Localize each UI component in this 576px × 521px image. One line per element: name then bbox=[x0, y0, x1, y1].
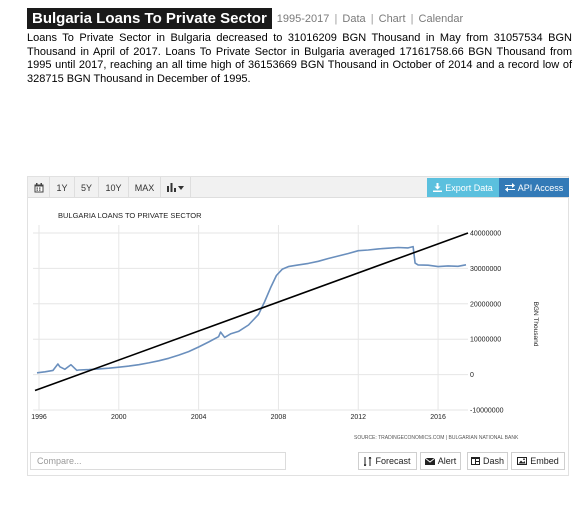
y-tick-label: 40000000 bbox=[470, 231, 501, 238]
date-range: 1995-2017 bbox=[276, 12, 330, 25]
nav-link-data[interactable]: Data bbox=[342, 12, 366, 25]
x-tick-label: 2004 bbox=[191, 414, 207, 421]
y-tick-label: 30000000 bbox=[470, 266, 501, 273]
export-data-button[interactable]: Export Data bbox=[427, 178, 499, 197]
nav-separator: | bbox=[334, 12, 338, 25]
y-tick-label: 20000000 bbox=[470, 301, 501, 308]
nav-separator: | bbox=[370, 12, 374, 25]
forecast-icon bbox=[364, 456, 372, 466]
api-access-button[interactable]: API Access bbox=[499, 178, 569, 197]
dashboard-icon bbox=[470, 457, 480, 465]
forecast-label: Forecast bbox=[375, 456, 411, 466]
trend-line bbox=[34, 232, 469, 392]
range-max-button[interactable]: MAX bbox=[129, 177, 161, 198]
nav-link-chart[interactable]: Chart bbox=[378, 12, 406, 25]
x-tick-label: 1996 bbox=[31, 414, 47, 421]
exchange-icon bbox=[504, 183, 515, 192]
embed-button[interactable]: Embed bbox=[511, 452, 565, 470]
calendar-button[interactable] bbox=[28, 177, 50, 198]
envelope-icon bbox=[424, 457, 435, 465]
x-tick-label: 2008 bbox=[271, 414, 287, 421]
calendar-icon bbox=[34, 182, 44, 193]
sub-navigation: 1995-2017 | Data | Chart | Calendar bbox=[277, 13, 463, 25]
y-axis-ticks: 40000000 30000000 20000000 10000000 0 -100000… bbox=[470, 231, 504, 415]
description-text: Loans To Private Sector in Bulgaria decr… bbox=[27, 32, 572, 85]
source-note: SOURCE: TRADINGECONOMICS.COM | BULGARIAN… bbox=[354, 435, 519, 441]
y-tick-label: -10000000 bbox=[470, 408, 504, 415]
embed-label: Embed bbox=[530, 456, 559, 466]
x-tick-label: 2012 bbox=[350, 414, 366, 421]
y-axis-label: BGN Thousand bbox=[532, 302, 539, 347]
download-icon bbox=[433, 183, 443, 192]
chart-toolbar: 1Y 5Y 10Y MAX Export Data API Access bbox=[28, 177, 569, 198]
chart-type-button[interactable] bbox=[161, 177, 191, 198]
range-1y-button[interactable]: 1Y bbox=[50, 177, 75, 198]
range-5y-button[interactable]: 5Y bbox=[75, 177, 99, 198]
alert-button[interactable]: Alert bbox=[420, 452, 461, 470]
alert-label: Alert bbox=[437, 456, 457, 466]
range-10y-button[interactable]: 10Y bbox=[99, 177, 129, 198]
chart-title: BULGARIA LOANS TO PRIVATE SECTOR bbox=[58, 211, 202, 220]
export-data-label: Export Data bbox=[445, 182, 493, 193]
image-icon bbox=[517, 457, 528, 465]
dash-button[interactable]: Dash bbox=[467, 452, 508, 470]
y-tick-label: 0 bbox=[470, 372, 474, 379]
chart-canvas: BULGARIA LOANS TO PRIVATE SECTOR 4000000… bbox=[31, 211, 539, 441]
chart-panel: 1Y 5Y 10Y MAX Export Data API Access BUL… bbox=[27, 176, 569, 476]
y-tick-label: 10000000 bbox=[470, 337, 501, 344]
caret-down-icon bbox=[178, 185, 184, 190]
x-tick-label: 2000 bbox=[111, 414, 127, 421]
forecast-button[interactable]: Forecast bbox=[358, 452, 417, 470]
dash-label: Dash bbox=[482, 456, 504, 466]
bar-chart-icon bbox=[167, 183, 176, 192]
page-title: Bulgaria Loans To Private Sector bbox=[27, 8, 272, 29]
series-line bbox=[36, 245, 467, 374]
x-axis-ticks: 1996 2000 2004 2008 2012 2016 bbox=[31, 414, 446, 421]
nav-link-calendar[interactable]: Calendar bbox=[418, 12, 464, 25]
compare-input[interactable] bbox=[30, 452, 286, 470]
nav-separator: | bbox=[410, 12, 414, 25]
x-tick-label: 2016 bbox=[430, 414, 446, 421]
title-row: Bulgaria Loans To Private Sector 1995-20… bbox=[27, 8, 463, 29]
chart-grid bbox=[33, 225, 468, 411]
api-access-label: API Access bbox=[517, 182, 564, 193]
